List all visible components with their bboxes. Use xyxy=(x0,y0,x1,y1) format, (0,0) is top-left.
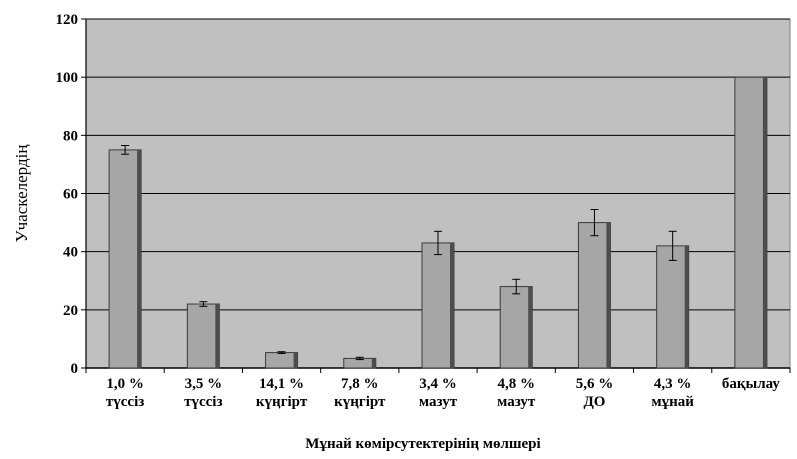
y-tick-label: 60 xyxy=(63,187,78,203)
bar xyxy=(108,149,142,369)
bars xyxy=(108,76,768,369)
bar xyxy=(577,222,611,369)
y-tick-label: 80 xyxy=(63,128,78,144)
y-axis-title: Учаскелердің xyxy=(12,145,31,243)
bar-shade xyxy=(762,77,767,369)
bar xyxy=(499,286,533,369)
x-tick-label: 7,8 % xyxy=(341,376,379,392)
x-tick-label-line2: ДО xyxy=(583,394,605,410)
x-tick-label-line2: күңгірт xyxy=(334,394,386,410)
x-tick-label: 1,0 % xyxy=(106,376,144,392)
x-tick-label: 14,1 % xyxy=(259,376,304,392)
x-tick-label-line2: күңгірт xyxy=(256,394,308,410)
bar xyxy=(656,245,690,369)
x-tick-label-line2: түссіз xyxy=(184,394,222,410)
bar-shade xyxy=(450,242,454,368)
x-axis-title: Мұнай көмірсутектерінің мөлшері xyxy=(305,436,540,452)
y-tick-label: 100 xyxy=(56,70,79,86)
bar-shade xyxy=(684,245,689,368)
bar-shade xyxy=(137,149,142,368)
x-tick-label-line2: мазут xyxy=(497,394,536,410)
x-tick-label: 5,6 % xyxy=(576,376,614,392)
bar-shade xyxy=(371,358,376,368)
y-tick-label: 0 xyxy=(71,361,79,377)
bar-shade xyxy=(606,222,611,368)
x-tick-label-line2: мазут xyxy=(419,394,458,410)
x-tick-label: 4,8 % xyxy=(497,376,535,392)
bar-shade xyxy=(215,304,220,368)
x-axis-labels: 1,0 % түссіз 3,5 % түссіз 14,1 % күңгірт 7,8 %… xyxy=(85,368,791,410)
x-tick-label: бақылау xyxy=(722,376,781,392)
x-tick-label: 4,3 % xyxy=(654,376,692,392)
y-tick-label: 20 xyxy=(63,303,78,319)
bar xyxy=(265,352,299,369)
bar xyxy=(734,76,768,369)
y-tick-label: 40 xyxy=(63,245,78,261)
x-tick-label: 3,5 % xyxy=(185,376,223,392)
y-axis-ticks: 0 20 40 60 80 100 120 xyxy=(56,12,87,377)
x-tick-label: 3,4 % xyxy=(419,376,457,392)
error-bars xyxy=(121,145,677,361)
x-tick-label-line2: мұнай xyxy=(651,394,694,410)
x-tick-label-line2: түссіз xyxy=(106,394,144,410)
bar xyxy=(186,303,220,369)
bar-shade xyxy=(293,352,298,368)
y-tick-label: 120 xyxy=(56,12,79,28)
bar xyxy=(421,242,455,369)
bar-shade xyxy=(528,286,533,368)
